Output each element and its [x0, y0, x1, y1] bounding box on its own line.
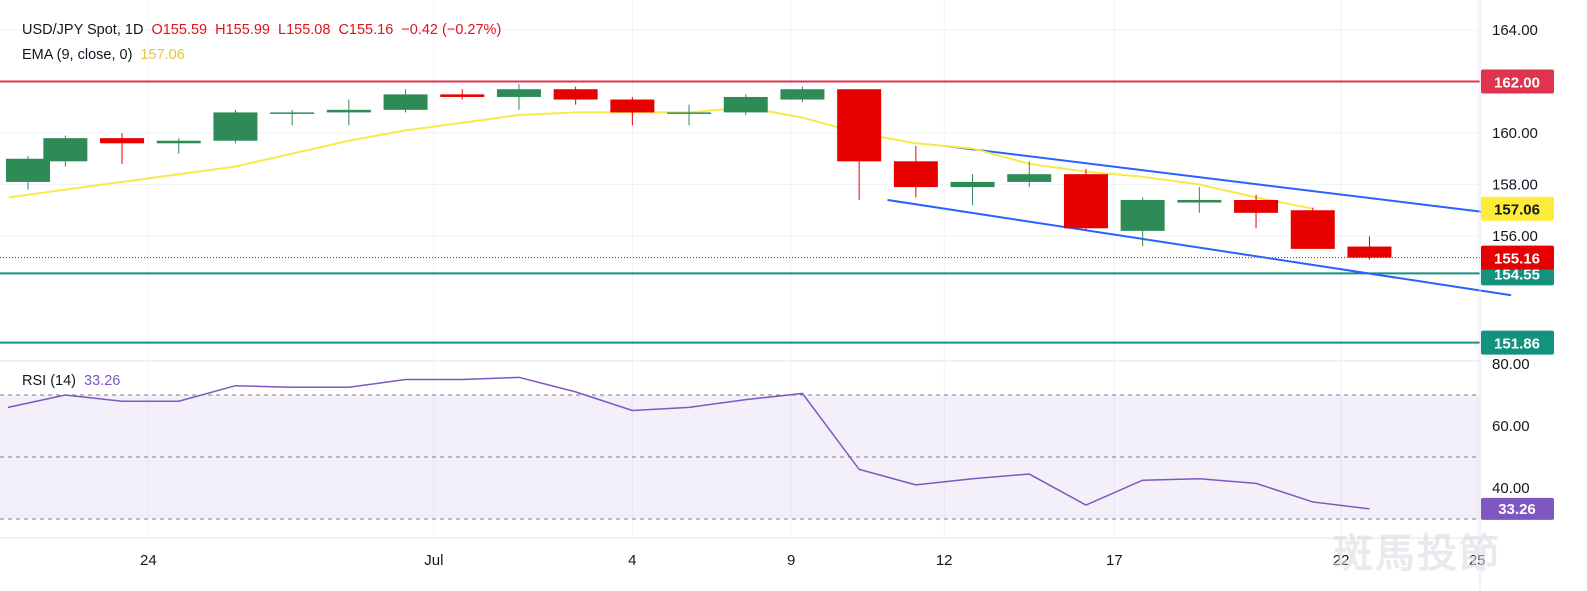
level-tag-label: 154.55	[1494, 266, 1540, 283]
rsi-tick-label: 60.00	[1492, 418, 1530, 435]
legend-rsi-label: RSI (14)	[22, 373, 76, 389]
price-tags: 162.00 154.55 151.86 155.16 157.06 33.26	[1481, 69, 1554, 520]
price-tick-label: 156.00	[1492, 228, 1538, 245]
watermark-logo: 斑馬投節	[1333, 532, 1501, 576]
rsi-tick-label: 40.00	[1492, 480, 1530, 497]
candle-body	[496, 89, 541, 97]
ema-path	[8, 106, 1313, 210]
channel-upper-line	[944, 144, 1512, 217]
candle-body	[156, 140, 201, 144]
legend-rsi-value: 33.26	[84, 373, 121, 389]
time-tick-label: 12	[936, 552, 953, 569]
candle-body	[610, 99, 655, 113]
candles	[6, 84, 1392, 260]
candle-body	[1177, 199, 1222, 203]
rsi-tick-label: 80.00	[1492, 356, 1530, 373]
candle-body	[893, 161, 938, 188]
candle-body	[1063, 174, 1108, 229]
rsi-value-tag	[1481, 497, 1554, 520]
legend-ema-value: 157.06	[140, 47, 185, 63]
candle-body	[440, 94, 485, 97]
level-tag	[1481, 330, 1554, 355]
candle-body	[667, 112, 712, 114]
candle-body	[213, 112, 258, 141]
candle-body	[1347, 246, 1392, 258]
candle-body	[1007, 174, 1052, 182]
legend-rsi: RSI (14) 33.26	[22, 373, 124, 389]
price-tick-label: 158.00	[1492, 177, 1538, 194]
rsi-pane	[0, 376, 1480, 520]
time-tick-label: 9	[787, 552, 795, 569]
legend-low: L155.08	[278, 22, 331, 38]
ema-line	[8, 106, 1313, 210]
legend-symbol: USD/JPY Spot, 1D	[22, 22, 144, 38]
level-tag-label: 151.86	[1494, 336, 1540, 353]
price-tick-label: 164.00	[1492, 22, 1538, 39]
candle-body	[1120, 199, 1165, 231]
candle-body	[837, 89, 882, 162]
current-price-tag	[1481, 245, 1554, 270]
horizontal-levels	[0, 80, 1480, 344]
candle-body	[780, 89, 825, 100]
candle-body	[1234, 199, 1279, 213]
time-tick-label: Jul	[424, 552, 443, 569]
candle-body	[383, 94, 428, 110]
channel-lower-line	[887, 198, 1512, 297]
ema-value-tag	[1481, 196, 1554, 221]
candle-body	[43, 138, 88, 162]
descending-channel	[887, 144, 1512, 297]
level-tag-label: 162.00	[1494, 75, 1540, 92]
candle-body	[723, 96, 768, 113]
time-tick-label: 25	[1469, 552, 1486, 569]
time-tick-label: 17	[1106, 552, 1123, 569]
time-tick-label: 24	[140, 552, 157, 569]
legend-open: O155.59	[151, 22, 208, 38]
legend-close: C155.16	[338, 22, 394, 38]
legend-ema: EMA (9, close, 0) 157.06	[22, 47, 189, 63]
candle-body	[270, 112, 315, 114]
level-tag	[1481, 69, 1554, 94]
candle-body	[553, 89, 598, 100]
candle-body	[1290, 210, 1335, 249]
price-tick-label: 160.00	[1492, 125, 1538, 142]
candle-body	[6, 158, 50, 182]
candle-body	[326, 109, 371, 113]
legend-ema-label: EMA (9, close, 0)	[22, 47, 133, 63]
legend-high: H155.99	[215, 22, 270, 38]
legend-change: −0.42 (−0.27%)	[401, 22, 502, 38]
time-axis[interactable]: 24 Jul 4 9 12 17 22 25	[140, 552, 1485, 569]
rsi-value-tag-label: 33.26	[1498, 501, 1536, 518]
time-tick-label: 4	[628, 552, 636, 569]
time-tick-label: 22	[1333, 552, 1350, 569]
rsi-line	[7, 376, 1370, 510]
ema-value-tag-label: 157.06	[1494, 202, 1540, 219]
legend-ohlc: USD/JPY Spot, 1D O155.59 H155.99 L155.08…	[22, 22, 505, 38]
current-price-tag-label: 155.16	[1494, 251, 1540, 268]
candle-body	[100, 138, 145, 144]
candle-body	[950, 181, 995, 188]
